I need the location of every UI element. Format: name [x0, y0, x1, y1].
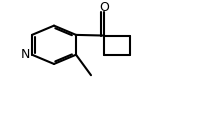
Text: N: N	[21, 48, 30, 61]
Text: O: O	[99, 1, 109, 14]
